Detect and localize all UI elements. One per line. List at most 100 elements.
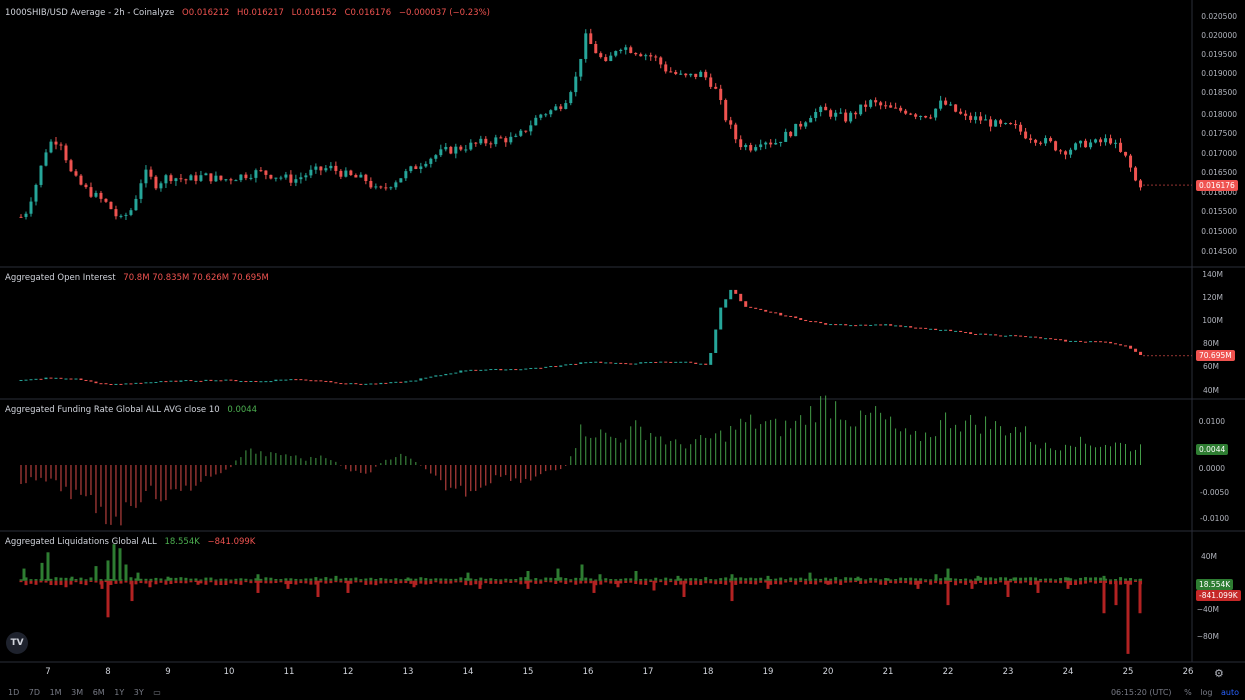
candle-body	[369, 180, 373, 188]
timeframe-6m[interactable]: 6M	[92, 688, 105, 697]
candle-body	[444, 146, 448, 150]
auto-toggle[interactable]: auto	[1220, 688, 1239, 697]
liq-short-bar	[654, 580, 658, 583]
liq-short-bar	[694, 580, 698, 585]
oi-candle	[699, 363, 703, 365]
liq-short-bar	[719, 580, 723, 584]
candle-body	[334, 165, 338, 171]
liq-short-bar	[1034, 580, 1038, 585]
oi-candle	[569, 363, 573, 365]
oi-candle	[574, 363, 578, 365]
timeframe-1m[interactable]: 1M	[49, 688, 62, 697]
liq-short-bar	[959, 580, 963, 584]
liq-short-bar	[454, 580, 458, 583]
oi-candle	[879, 324, 883, 326]
liq-short-bar	[100, 580, 104, 589]
candle-body	[669, 71, 673, 73]
liq-short-bar	[316, 580, 320, 597]
candle-body	[869, 100, 873, 107]
utc-clock[interactable]: 06:15:20 (UTC)	[1110, 688, 1172, 697]
candle-body	[1089, 142, 1093, 148]
oi-candle	[484, 369, 488, 371]
tradingview-logo[interactable]: TV	[6, 632, 28, 654]
timeframe-1y[interactable]: 1Y	[114, 688, 125, 697]
oi-candle	[1129, 345, 1133, 349]
candle-body	[104, 198, 108, 202]
liq-long-bar	[329, 578, 333, 581]
liq-long-bar	[1004, 577, 1008, 581]
liq-short-bar	[889, 580, 893, 584]
liq-long-bar	[954, 578, 958, 581]
liq-long-bar	[774, 578, 778, 581]
timeframe-1d[interactable]: 1D	[8, 688, 20, 697]
liq-long-bar	[219, 578, 223, 581]
liq-long-bar	[474, 579, 478, 581]
settings-gear-icon[interactable]: ⚙	[1214, 667, 1224, 680]
log-toggle[interactable]: log	[1200, 688, 1213, 697]
candle-body	[944, 100, 948, 105]
candle-body	[654, 56, 658, 58]
main-open: O0.016212	[182, 8, 230, 18]
liq-short-bar	[64, 580, 68, 588]
percent-toggle[interactable]: %	[1184, 688, 1192, 697]
candle-body	[1069, 149, 1073, 155]
liq-long-bar	[274, 578, 278, 581]
liq-short-bar	[644, 580, 648, 585]
liq-short-bar	[899, 580, 903, 584]
candle-body	[579, 58, 583, 77]
x-tick: 20	[822, 667, 834, 677]
liq-long-bar	[789, 577, 793, 581]
liq-short-bar	[734, 580, 738, 585]
candle-body	[1014, 124, 1018, 126]
liq-short-bar	[34, 580, 38, 585]
liq-short-bar	[1069, 580, 1073, 586]
liq-long-bar	[289, 578, 293, 581]
timeframe-group: 1D 7D 1M 3M 6M 1Y 3Y ▭	[8, 688, 168, 697]
liq-short-bar	[444, 580, 448, 584]
oi-candle	[34, 378, 38, 380]
liq-long-bar	[829, 578, 833, 581]
liq-short-bar	[1064, 580, 1068, 583]
oi-candle	[274, 379, 278, 382]
liq-short-bar	[344, 580, 348, 584]
candle-body	[1074, 143, 1078, 150]
timeframe-7d[interactable]: 7D	[28, 688, 41, 697]
liq-long-bar	[1064, 577, 1068, 581]
x-tick: 26	[1182, 667, 1194, 677]
candle-body	[1124, 151, 1128, 156]
liq-long-bar	[704, 577, 708, 581]
candle-body	[1139, 180, 1143, 188]
liq-short-bar	[652, 580, 656, 591]
liq-long-bar	[734, 577, 738, 581]
oi-candle	[689, 361, 693, 363]
liq-long-bar	[574, 577, 578, 581]
liq-short-bar	[724, 580, 728, 585]
liq-long-bar	[214, 579, 218, 581]
oi-candle	[934, 328, 938, 331]
liq-short-bar	[256, 580, 260, 593]
liq-long-bar	[799, 577, 803, 581]
liq-short-bar	[664, 580, 668, 586]
candle-body	[274, 177, 278, 179]
timeframe-3m[interactable]: 3M	[71, 688, 84, 697]
liq-short-bar	[339, 580, 343, 583]
liq-short-bar	[1129, 580, 1133, 585]
calendar-icon[interactable]: ▭	[153, 688, 161, 697]
candle-body	[839, 112, 843, 114]
oi-candle	[44, 377, 48, 380]
oi-candle	[1119, 344, 1123, 346]
liq-short-bar	[589, 580, 593, 584]
oi-candle	[1104, 341, 1108, 343]
oi-candle	[854, 325, 858, 327]
oi-candle	[744, 301, 748, 307]
oi-axis-tick: 100M	[1202, 316, 1223, 325]
liq-short-bar	[404, 580, 408, 584]
oi-candle	[889, 324, 893, 326]
liq-short-bar	[214, 580, 218, 586]
candle-body	[1064, 151, 1068, 155]
candle-body	[774, 142, 778, 145]
oi-candle	[979, 333, 983, 335]
oi-candle	[789, 315, 793, 317]
timeframe-3y[interactable]: 3Y	[133, 688, 144, 697]
